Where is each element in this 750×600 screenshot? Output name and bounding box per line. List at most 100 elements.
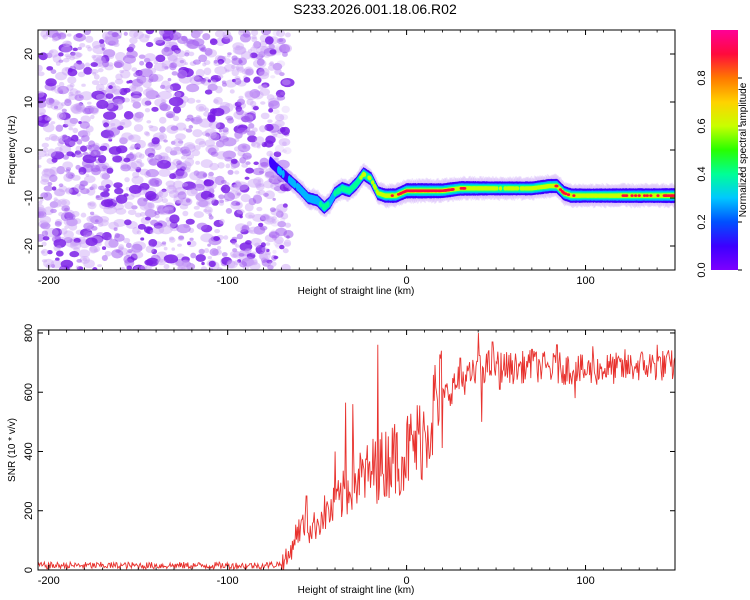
- noise-blob: [150, 219, 159, 226]
- noise-blob: [261, 82, 270, 88]
- noise-blob: [143, 202, 155, 211]
- noise-blob: [253, 194, 262, 201]
- colorbar-gradient: [711, 30, 738, 270]
- noise-blob: [282, 141, 287, 146]
- noise-blob: [258, 183, 265, 187]
- noise-blob: [231, 200, 240, 206]
- noise-blob: [195, 68, 205, 78]
- noise-blob: [74, 103, 86, 112]
- noise-blob: [248, 226, 260, 235]
- noise-blob: [42, 168, 50, 173]
- noise-blob: [225, 163, 231, 169]
- noise-blob: [59, 112, 71, 121]
- noise-blob: [122, 54, 136, 64]
- noise-blob: [202, 33, 211, 41]
- noise-blob: [144, 209, 157, 218]
- noise-blob: [163, 139, 168, 143]
- noise-blob: [217, 162, 225, 169]
- noise-blob: [123, 97, 131, 103]
- noise-blob: [149, 229, 154, 235]
- noise-blob: [102, 60, 110, 68]
- noise-blob: [244, 90, 258, 101]
- noise-blob: [178, 235, 185, 240]
- noise-blob: [177, 264, 186, 270]
- noise-blob: [130, 94, 142, 103]
- noise-blob: [231, 69, 239, 77]
- noise-blob: [200, 159, 213, 169]
- noise-blob: [234, 170, 240, 175]
- noise-blob: [50, 151, 65, 160]
- noise-blob: [256, 67, 265, 76]
- noise-blob: [163, 264, 170, 270]
- noise-blob: [119, 136, 125, 141]
- noise-blob: [238, 252, 245, 257]
- noise-blob: [56, 111, 67, 121]
- noise-blob: [258, 67, 270, 77]
- noise-blob: [103, 205, 117, 215]
- noise-blob: [165, 146, 173, 153]
- ridge-core: [495, 186, 499, 191]
- noise-blob: [122, 61, 132, 72]
- noise-blob: [260, 213, 271, 222]
- noise-blob: [90, 185, 96, 190]
- snr-panel: -200 -100 0 100 0 200 400 600 800 Height of stra…: [7, 324, 676, 596]
- noise-blob: [222, 34, 233, 43]
- noise-blob: [223, 192, 235, 202]
- noise-blob: [171, 247, 176, 251]
- noise-blob: [145, 265, 152, 270]
- noise-blob: [69, 88, 79, 96]
- noise-blob: [281, 105, 290, 114]
- noise-blob: [161, 65, 166, 69]
- noise-blob: [229, 250, 241, 258]
- ridge-core: [281, 169, 285, 179]
- noise-blob: [176, 160, 183, 166]
- noise-blob: [172, 105, 182, 114]
- noise-blob: [236, 209, 245, 215]
- noise-blob: [92, 71, 97, 76]
- noise-blob: [201, 261, 205, 266]
- noise-blob: [143, 131, 150, 136]
- noise-blob: [231, 240, 236, 245]
- noise-blob: [221, 252, 228, 257]
- noise-blob: [253, 76, 262, 84]
- noise-blob: [231, 57, 243, 66]
- noise-blob: [264, 171, 275, 178]
- noise-blob: [275, 113, 285, 122]
- noise-blob: [267, 119, 273, 123]
- noise-blob: [151, 248, 158, 255]
- noise-blob: [259, 157, 269, 167]
- noise-blob: [186, 188, 198, 197]
- noise-blob: [83, 259, 95, 269]
- noise-blob: [140, 265, 148, 270]
- noise-blob: [280, 126, 290, 136]
- ridge-core: [278, 167, 283, 176]
- noise-blob: [141, 71, 145, 75]
- noise-blob: [60, 212, 71, 222]
- noise-blob: [69, 117, 79, 125]
- noise-blob: [42, 236, 50, 241]
- noise-blob: [219, 218, 225, 225]
- noise-blob: [258, 189, 266, 196]
- noise-blob: [232, 45, 247, 55]
- noise-blob: [239, 184, 250, 193]
- snr-x-tick-label: -200: [38, 575, 60, 587]
- noise-blob: [145, 131, 151, 137]
- noise-blob: [182, 182, 189, 187]
- noise-blob: [83, 230, 90, 236]
- noise-blob: [149, 90, 159, 98]
- noise-blob: [237, 143, 251, 153]
- colorbar-tick-label: 0.2: [696, 214, 708, 229]
- noise-blob: [200, 233, 214, 243]
- noise-blob: [153, 36, 164, 44]
- noise-blob: [167, 77, 172, 82]
- noise-blob: [169, 62, 178, 69]
- noise-blob: [257, 179, 262, 183]
- noise-blob: [209, 162, 220, 171]
- noise-blob: [109, 127, 121, 136]
- noise-blob: [254, 242, 261, 248]
- noise-blob: [235, 180, 241, 184]
- noise-blob: [162, 206, 174, 215]
- noise-blob: [177, 140, 184, 144]
- noise-blob: [205, 132, 210, 137]
- noise-blob: [208, 131, 217, 139]
